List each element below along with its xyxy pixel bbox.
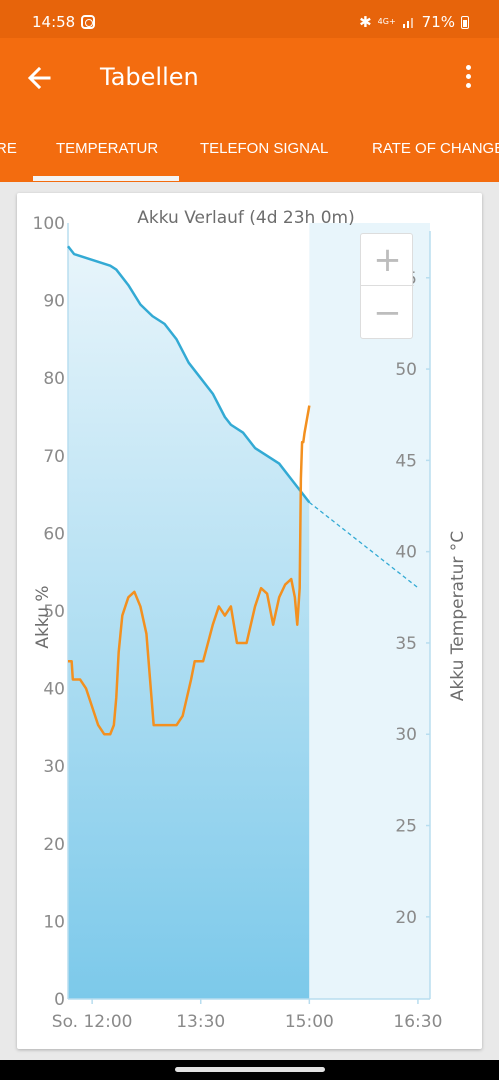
y2-tick-label: 40 (395, 543, 417, 563)
y2-axis-label: Akku Temperatur °C (448, 531, 468, 701)
status-bar: 14:58 ✱ 4G+ 71% (0, 0, 499, 38)
y-tick-label: 100 (33, 214, 65, 234)
left-axis-ticks: 0 10 20 30 40 50 60 70 80 90 100 (33, 214, 65, 1010)
x-axis-ticks: So. 12:00 13:30 15:00 16:30 (52, 999, 442, 1032)
tab-rate-of-change[interactable]: RATE OF CHANGE (372, 140, 499, 157)
tab-telefon-signal[interactable]: TELEFON SIGNAL (200, 140, 329, 157)
y-tick-label: 0 (54, 990, 65, 1010)
signal-icon (402, 18, 413, 28)
battery-percent: 71% (421, 13, 455, 31)
y-tick-label: 10 (43, 912, 65, 932)
chart-title: Akku Verlauf (4d 23h 0m) (137, 208, 355, 228)
status-icons: ✱ 4G+ 71% (359, 13, 469, 31)
battery-series-line (67, 245, 311, 504)
zoom-out-button[interactable]: − (373, 293, 402, 333)
x-tick-label: 13:30 (176, 1012, 225, 1032)
y2-tick-label: 20 (395, 908, 417, 928)
system-nav-bar (0, 1060, 499, 1080)
forecast-area-fill (309, 223, 430, 999)
back-button[interactable] (22, 60, 58, 96)
network-type: 4G+ (377, 17, 396, 26)
y2-tick-label: 50 (395, 360, 417, 380)
arrow-left-icon (27, 66, 51, 90)
tab-temperatur[interactable]: TEMPERATUR (56, 140, 159, 157)
battery-icon (461, 15, 469, 29)
home-gesture-bar[interactable] (175, 1067, 325, 1072)
y-tick-label: 20 (43, 835, 65, 855)
x-tick-label: So. 12:00 (52, 1012, 133, 1032)
app-bar: Tabellen (0, 38, 499, 118)
y-tick-label: 90 (43, 292, 65, 312)
tab-indicator (33, 176, 179, 181)
y2-tick-label: 30 (395, 725, 417, 745)
y-tick-label: 60 (43, 524, 65, 544)
y-tick-label: 80 (43, 369, 65, 389)
y-tick-label: 40 (43, 680, 65, 700)
y2-tick-label: 45 (395, 451, 417, 471)
bluetooth-icon: ✱ (359, 13, 372, 31)
temperature-series-line (68, 405, 311, 736)
more-vert-icon (465, 65, 471, 70)
y2-tick-label: 25 (395, 817, 417, 837)
zoom-in-button[interactable]: + (361, 234, 414, 286)
y-axis-label: Akku % (33, 585, 53, 648)
x-tick-label: 15:00 (285, 1012, 334, 1032)
tab-previous[interactable]: RE (0, 140, 17, 157)
tab-bar: RE TEMPERATUR TELEFON SIGNAL RATE OF CHA… (0, 118, 499, 182)
battery-forecast-line (308, 501, 419, 589)
y2-tick-label: 35 (395, 634, 417, 654)
status-time: 14:58 (32, 13, 76, 31)
zoom-controls: + − (360, 233, 414, 339)
more-options-button[interactable] (455, 62, 481, 94)
battery-area-fill (68, 246, 310, 999)
x-tick-label: 16:30 (393, 1012, 442, 1032)
y-tick-label: 70 (43, 447, 65, 467)
instagram-icon (81, 15, 95, 29)
page-title: Tabellen (100, 63, 199, 91)
y-tick-label: 50 (43, 602, 65, 622)
y-tick-label: 30 (43, 757, 65, 777)
